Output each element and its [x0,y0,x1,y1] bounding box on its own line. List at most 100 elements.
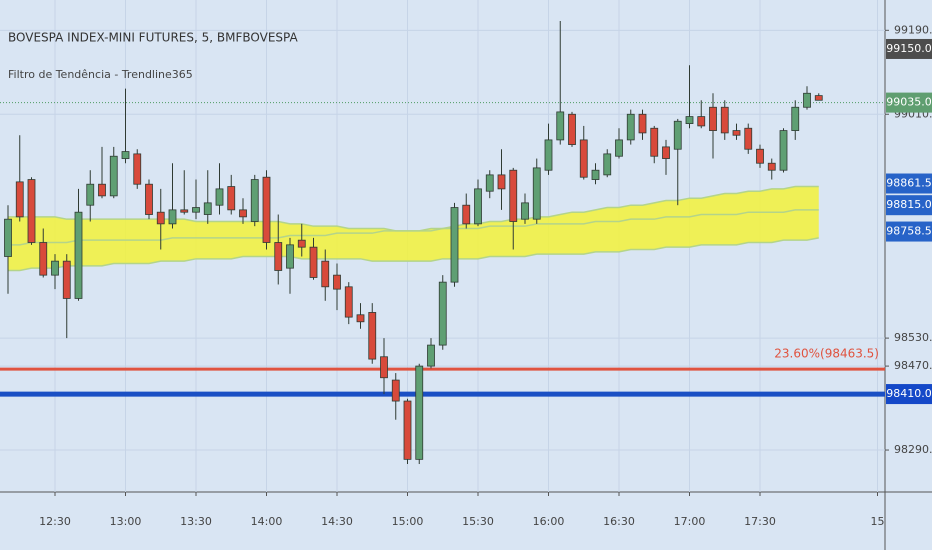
candle-body [814,95,823,101]
candle-body [438,281,447,346]
candle-body [462,204,471,225]
candle-body [626,113,635,141]
candle-body [203,202,212,215]
x-tick-label: 12:30 [39,515,71,528]
x-tick-label: 16:00 [533,515,565,528]
price-label: 98410.0 [886,387,932,400]
candle-body [732,130,741,136]
candle-body [638,113,647,134]
price-label-box [886,195,932,216]
candle-body [415,365,424,460]
candle-body [145,183,153,215]
candle-body [250,179,259,222]
candle-body [227,186,236,211]
candle-body [356,314,365,323]
candle-body [756,148,764,164]
candle-body [615,139,623,157]
price-label-box [886,384,932,405]
candle-body [791,106,800,131]
candle-body [62,260,71,299]
candle-body [603,153,612,176]
price-label: 99035.0 [886,96,932,109]
candle-body [262,176,271,243]
y-tick-label: 98530.0 [894,331,932,344]
candle-body [579,139,588,178]
candle-body [474,188,482,225]
candle-body [697,116,706,127]
candle-body [215,188,224,206]
level-label: 23.60%(98463.5) [774,347,879,361]
x-tick-label: 14:30 [321,515,353,528]
candle-body [168,209,177,225]
price-label: 98861.5 [886,177,932,190]
candle-body [544,139,553,171]
candle-body [591,169,600,180]
candle-body [333,274,341,290]
candle-body [180,209,189,213]
candle-body [673,120,682,150]
x-tick-label: 13:00 [110,515,142,528]
x-tick-label: 14:00 [251,515,283,528]
candle-body [650,127,659,157]
x-tick-label: 15:00 [392,515,424,528]
candle-body [368,312,377,360]
candle-body [521,202,529,220]
candle-body [450,207,459,283]
x-tick-label: 15 [871,515,885,528]
y-tick-label: 98470.0 [894,359,932,372]
candle-body [39,242,48,276]
y-tick-label: 99190.0 [894,23,932,36]
candle-body [709,106,717,131]
candle-body [86,183,95,206]
candle-body [380,356,388,379]
overlay: 98290.098470.098530.099010.099190.012:30… [39,23,932,528]
candle-body [391,379,400,402]
price-label-box [886,173,932,194]
candle-body [274,242,283,271]
candle-body [27,179,36,243]
candle-body [497,174,506,190]
candle-body [662,146,670,159]
indicator-title: Filtro de Tendência - Trendline365 [8,68,193,81]
x-tick-label: 16:30 [603,515,635,528]
candle-body [803,92,811,108]
candle-body [309,246,318,278]
price-label-box [886,38,932,59]
candle-body [532,167,541,220]
x-tick-label: 13:30 [180,515,212,528]
candle-body [239,209,247,218]
candle-body [4,218,12,257]
candle-body [98,183,106,197]
candle-body [192,207,200,213]
candle-body [485,174,494,192]
candle-body [15,181,24,218]
x-tick-label: 15:30 [462,515,494,528]
x-tick-label: 17:30 [744,515,776,528]
candle-body [568,113,576,145]
candle-body [344,286,353,318]
plot-area: 23.60%(98463.5) [0,20,885,465]
candle-body [685,116,694,124]
candle-body [556,111,565,141]
band-lower-line [8,237,819,272]
candle-body [74,211,83,299]
candle-body [321,260,330,288]
price-label: 99150.0 [886,42,932,55]
candle-body [720,106,729,134]
y-tick-label: 98290.0 [894,443,932,456]
candle-body [51,260,59,276]
candle-body [297,239,306,248]
band-basis-line [8,209,819,246]
price-label: 98758.5 [886,225,932,238]
candle-body [427,344,435,367]
price-label-box [886,221,932,242]
chart-title: BOVESPA INDEX-MINI FUTURES, 5, BMFBOVESP… [8,31,299,45]
candle-body [286,244,294,269]
candle-body [744,127,753,150]
candle-body [767,162,776,171]
candle-body [403,400,412,460]
candle-body [109,155,118,197]
candle-body [156,211,165,225]
